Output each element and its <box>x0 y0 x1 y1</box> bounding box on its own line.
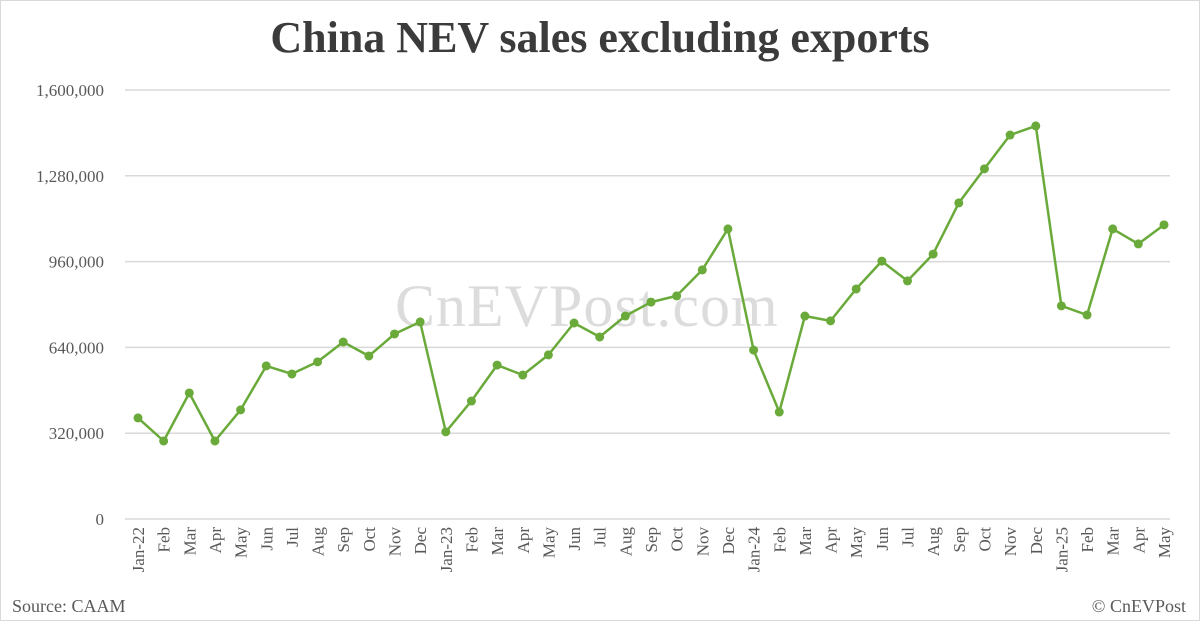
data-point <box>826 316 836 326</box>
x-tick-label: Jul <box>899 527 918 547</box>
x-tick-label: Oct <box>975 527 994 552</box>
data-point <box>749 345 759 355</box>
y-tick-label: 640,000 <box>49 338 104 357</box>
data-point <box>159 436 169 446</box>
data-point <box>492 360 502 370</box>
x-tick-label: Apr <box>206 527 225 554</box>
data-point <box>236 405 246 415</box>
x-tick-label: May <box>847 527 866 559</box>
data-point <box>364 351 374 361</box>
x-tick-label: Dec <box>411 527 430 555</box>
x-tick-label: Aug <box>616 527 635 557</box>
gridlines <box>125 89 1170 520</box>
data-point <box>877 256 887 266</box>
data-point <box>441 427 451 437</box>
x-tick-label: Apr <box>514 527 533 554</box>
y-axis-ticks: 0 320,000 640,000 960,000 1,280,000 1,600,000 <box>36 81 104 529</box>
x-tick-label: May <box>539 527 558 559</box>
x-tick-label: Mar <box>180 527 199 556</box>
y-tick-label: 1,600,000 <box>36 81 104 100</box>
x-tick-label: Mar <box>488 527 507 556</box>
data-point <box>1005 130 1015 140</box>
x-tick-label: Sep <box>950 527 969 553</box>
data-point <box>210 436 220 446</box>
data-point <box>646 297 656 307</box>
data-point <box>1133 239 1143 249</box>
x-tick-label: Oct <box>668 527 687 552</box>
x-tick-label: Dec <box>719 527 738 555</box>
data-point <box>774 407 784 417</box>
data-point <box>543 350 553 360</box>
x-tick-label: Apr <box>822 527 841 554</box>
x-tick-label: Aug <box>924 527 943 557</box>
data-point <box>672 291 682 301</box>
x-tick-label: Jun <box>565 527 584 551</box>
x-axis-ticks: Jan-22 Feb Mar Apr May Jun Jul Aug Sep Oct Nov Dec J… <box>129 527 1174 573</box>
x-tick-label: Feb <box>1078 527 1097 553</box>
x-tick-label: Jun <box>873 527 892 551</box>
data-point <box>1056 301 1066 311</box>
y-tick-label: 1,280,000 <box>36 167 104 186</box>
watermark: CnEVPost.com <box>395 273 779 339</box>
data-point <box>697 265 707 275</box>
data-point <box>979 164 989 174</box>
x-tick-label: Jul <box>283 527 302 547</box>
data-point <box>184 388 194 398</box>
data-point <box>133 413 143 423</box>
data-point <box>390 329 399 339</box>
data-point <box>261 361 271 371</box>
x-tick-label: Sep <box>642 527 661 553</box>
data-point <box>569 318 579 328</box>
data-point <box>287 369 297 379</box>
data-point <box>338 337 348 347</box>
data-point <box>800 311 810 321</box>
data-point <box>954 198 964 208</box>
data-point <box>851 284 861 294</box>
data-point <box>723 224 733 234</box>
x-tick-label: May <box>232 527 251 559</box>
data-point <box>928 249 938 259</box>
x-tick-label: Jan-24 <box>745 527 764 573</box>
data-point <box>466 396 476 406</box>
x-tick-label: Nov <box>386 527 405 557</box>
series-line <box>137 124 1165 443</box>
source-note: Source: CAAM <box>12 596 126 616</box>
data-series <box>133 121 1169 446</box>
y-tick-label: 320,000 <box>49 424 104 443</box>
x-tick-label: Jun <box>257 527 276 551</box>
x-tick-label: Feb <box>770 527 789 553</box>
x-tick-label: Oct <box>360 527 379 552</box>
y-tick-label: 0 <box>96 510 105 529</box>
x-tick-label: Jul <box>591 527 610 547</box>
x-tick-label: Nov <box>693 527 712 557</box>
data-point <box>518 370 528 380</box>
x-tick-label: Aug <box>309 527 328 557</box>
x-tick-label: Sep <box>334 527 353 553</box>
y-tick-label: 960,000 <box>49 253 104 272</box>
data-point <box>1031 121 1041 131</box>
x-tick-label: Nov <box>1001 527 1020 557</box>
x-tick-label: Dec <box>1027 527 1046 555</box>
x-tick-label: Jan-25 <box>1052 527 1071 572</box>
x-tick-label: Feb <box>155 527 174 553</box>
data-point <box>903 276 912 286</box>
data-point <box>415 317 425 327</box>
x-tick-label: Apr <box>1129 527 1148 554</box>
data-point <box>313 357 323 367</box>
data-point <box>1082 310 1092 320</box>
chart-title: China NEV sales excluding exports <box>270 13 930 62</box>
x-tick-label: Mar <box>1104 527 1123 556</box>
data-point <box>595 332 605 342</box>
copyright-note: © CnEVPost <box>1091 596 1186 616</box>
data-point <box>1108 224 1118 234</box>
x-tick-label: Jan-22 <box>129 527 148 572</box>
x-tick-label: Feb <box>462 527 481 553</box>
x-tick-label: Mar <box>796 527 815 556</box>
x-tick-label: May <box>1155 527 1174 559</box>
data-point <box>1159 220 1169 230</box>
data-point <box>620 311 630 321</box>
x-tick-label: Jan-23 <box>437 527 456 572</box>
